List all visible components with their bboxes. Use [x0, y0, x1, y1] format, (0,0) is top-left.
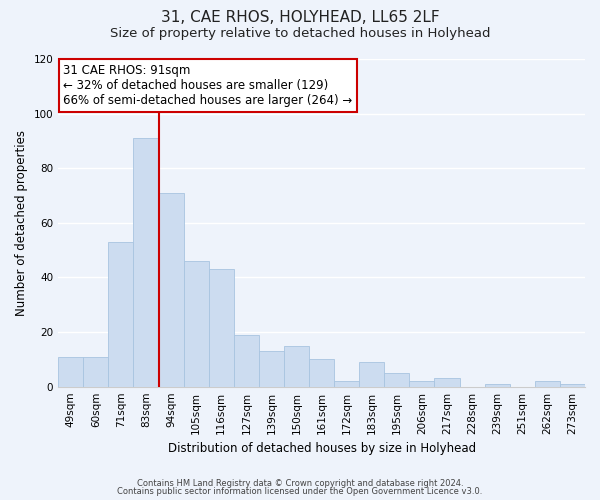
Bar [359, 362, 385, 386]
Bar [83, 356, 109, 386]
Bar [334, 381, 359, 386]
Text: 31 CAE RHOS: 91sqm
← 32% of detached houses are smaller (129)
66% of semi-detach: 31 CAE RHOS: 91sqm ← 32% of detached hou… [64, 64, 353, 107]
Y-axis label: Number of detached properties: Number of detached properties [15, 130, 28, 316]
Bar [284, 346, 309, 387]
Bar [560, 384, 585, 386]
Bar [385, 373, 409, 386]
Text: 31, CAE RHOS, HOLYHEAD, LL65 2LF: 31, CAE RHOS, HOLYHEAD, LL65 2LF [161, 10, 439, 25]
Bar [133, 138, 158, 386]
Bar [309, 360, 334, 386]
Bar [259, 351, 284, 386]
Bar [485, 384, 510, 386]
Bar [158, 193, 184, 386]
Bar [109, 242, 133, 386]
Bar [434, 378, 460, 386]
Text: Size of property relative to detached houses in Holyhead: Size of property relative to detached ho… [110, 28, 490, 40]
Bar [184, 261, 209, 386]
Text: Contains HM Land Registry data © Crown copyright and database right 2024.: Contains HM Land Registry data © Crown c… [137, 478, 463, 488]
Bar [234, 335, 259, 386]
Text: Contains public sector information licensed under the Open Government Licence v3: Contains public sector information licen… [118, 487, 482, 496]
Bar [58, 356, 83, 386]
Bar [535, 381, 560, 386]
Bar [409, 381, 434, 386]
Bar [209, 270, 234, 386]
X-axis label: Distribution of detached houses by size in Holyhead: Distribution of detached houses by size … [167, 442, 476, 455]
